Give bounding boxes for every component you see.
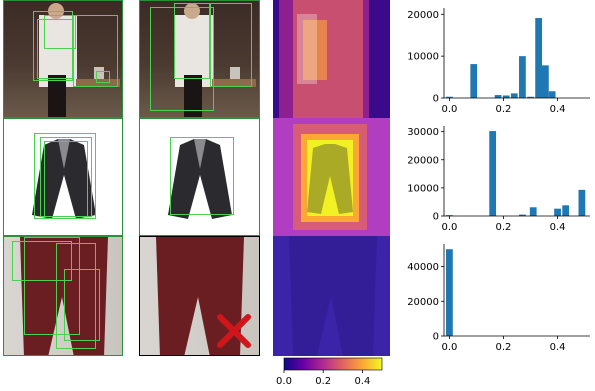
bbox [174, 3, 210, 79]
y-tick-label: 10000 [407, 52, 439, 63]
photo-jacket-filtered-boxes [139, 118, 260, 236]
colorbar-tick-label: 0.2 [315, 376, 331, 387]
histogram-bar [489, 131, 497, 216]
person-silhouette [175, 3, 256, 117]
histogram-bar [446, 215, 453, 216]
histogram-street: 0 10000 20000 0.0 0.2 0.4 [407, 8, 590, 115]
photo-street-filtered-boxes [139, 0, 260, 118]
x-tick-label: 0.4 [550, 222, 566, 233]
histogram-bar [510, 93, 518, 98]
heatmap-street [273, 0, 390, 118]
x-tick-label: 0.0 [441, 104, 457, 115]
histogram-bar [562, 205, 570, 216]
photo-street-all-boxes [3, 0, 123, 118]
photo-legs-rejected [139, 236, 260, 356]
bbox [64, 269, 100, 341]
histogram-bar [529, 207, 537, 216]
histogram-bar [527, 96, 534, 98]
histogram-bar [578, 189, 586, 216]
x-tick-label: 0.0 [441, 222, 457, 233]
bbox [170, 137, 234, 215]
jacket-shape [168, 139, 232, 219]
bbox [37, 19, 73, 79]
x-tick-label: 0.0 [441, 342, 457, 353]
bbox [56, 243, 96, 349]
histogram-legs: 0 20000 40000 0.0 0.2 0.4 [407, 244, 590, 353]
x-tick-label: 0.4 [550, 104, 566, 115]
histogram-bar [548, 91, 556, 98]
legs-shape [156, 237, 244, 355]
colorbar: 0.0 0.2 0.4 [276, 357, 383, 387]
y-tick-label: 0 [433, 94, 439, 105]
x-tick-label: 0.2 [496, 342, 512, 353]
colorbar-tick-label: 0.0 [276, 376, 292, 387]
histogram-bar [554, 208, 561, 216]
y-tick-label: 20000 [407, 10, 439, 21]
colorbar-tick-label: 0.4 [354, 376, 370, 387]
heatmap-street-overlay [279, 0, 369, 118]
histogram-jacket: 0 10000 20000 30000 0.0 0.2 0.4 [407, 126, 590, 233]
histogram-bar [470, 64, 478, 98]
person-silhouette [39, 3, 120, 117]
cross-icon [217, 314, 251, 348]
bbox [96, 71, 110, 83]
histogram-bar [446, 96, 453, 98]
histogram-bar [519, 214, 526, 216]
photo-jacket-all-boxes [3, 118, 123, 236]
histogram-bar [494, 95, 502, 98]
y-tick-label: 40000 [407, 262, 439, 273]
y-tick-label: 20000 [407, 155, 439, 166]
photo-legs-all-boxes [3, 236, 123, 356]
x-tick-label: 0.2 [496, 104, 512, 115]
bbox [34, 133, 96, 219]
histogram-bar [542, 65, 549, 98]
bbox [73, 15, 118, 87]
y-tick-label: 30000 [407, 127, 439, 138]
bbox [150, 7, 214, 111]
bbox [24, 237, 80, 335]
x-tick-label: 0.2 [496, 222, 512, 233]
histogram-bar [446, 249, 453, 336]
bbox [210, 3, 252, 87]
histogram-bar [502, 95, 510, 98]
histogram-bar [535, 18, 543, 99]
y-tick-label: 0 [433, 212, 439, 223]
bbox [44, 141, 88, 217]
y-tick-label: 0 [433, 332, 439, 343]
histogram-bar [519, 56, 526, 98]
colorbar-gradient [283, 357, 383, 371]
heatmap-legs [273, 236, 390, 356]
heatmap-jacket [273, 118, 390, 236]
bbox [12, 241, 72, 281]
heatmap-jacket-overlay [293, 124, 367, 230]
x-tick-label: 0.4 [550, 342, 566, 353]
jacket-shape [32, 139, 96, 219]
y-tick-label: 10000 [407, 183, 439, 194]
heatmap-legs-overlay [289, 236, 377, 356]
bbox [44, 15, 76, 49]
y-tick-label: 20000 [407, 297, 439, 308]
